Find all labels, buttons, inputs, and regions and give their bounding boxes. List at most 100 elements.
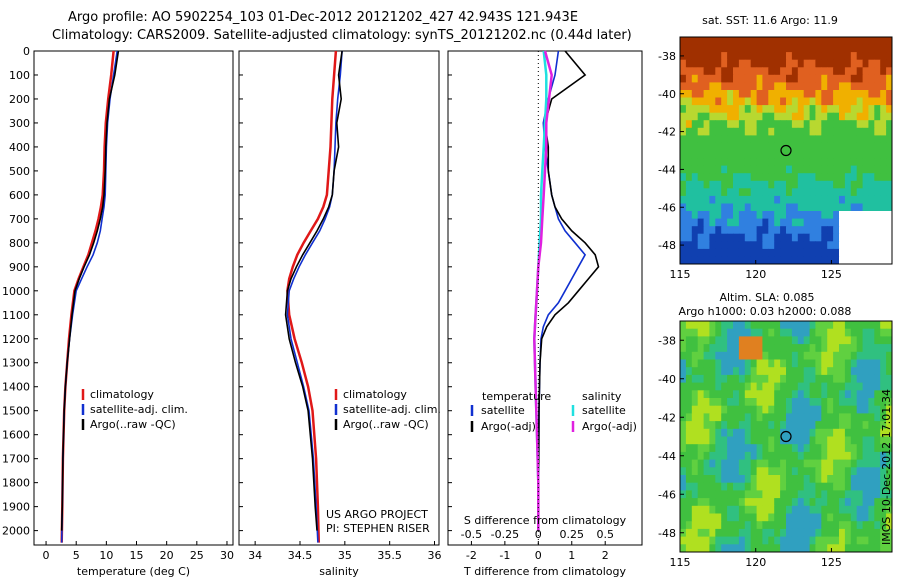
heatmap-cell xyxy=(738,382,746,391)
heatmap-cell xyxy=(709,451,716,461)
heatmap-cell xyxy=(809,328,816,337)
heatmap-cell xyxy=(844,505,852,514)
heatmap-cell xyxy=(815,513,822,522)
heatmap-cell xyxy=(762,421,769,430)
heatmap-cell xyxy=(821,97,828,106)
heatmap-cell xyxy=(738,521,746,530)
heatmap-cell xyxy=(850,226,858,235)
heatmap-cell xyxy=(809,528,816,538)
heatmap-cell xyxy=(833,328,840,337)
heatmap-cell xyxy=(768,112,775,121)
heatmap-cell xyxy=(756,218,763,227)
heatmap-cell xyxy=(738,459,746,468)
heatmap-cell xyxy=(685,188,693,197)
heatmap-cell xyxy=(727,173,734,182)
heatmap-cell xyxy=(844,74,852,83)
heatmap-cell xyxy=(833,82,840,91)
heatmap-cell xyxy=(774,467,781,476)
heatmap-cell xyxy=(874,398,881,407)
heatmap-cell xyxy=(850,436,858,445)
heatmap-cell xyxy=(733,37,740,46)
heatmap-cell xyxy=(774,405,781,414)
heatmap-cell xyxy=(703,467,710,476)
heatmap-cell xyxy=(886,188,893,197)
heatmap-cell xyxy=(791,390,799,399)
heatmap-cell xyxy=(756,203,763,212)
heatmap-cell xyxy=(791,428,799,437)
heatmap-cell xyxy=(709,127,716,136)
heatmap-cell xyxy=(727,211,734,220)
heatmap-cell xyxy=(774,226,781,235)
heatmap-cell xyxy=(721,135,728,144)
heatmap-cell xyxy=(721,165,728,174)
heatmap-cell xyxy=(744,521,752,530)
heatmap-cell xyxy=(886,142,893,151)
heatmap-cell xyxy=(886,90,893,99)
heatmap-cell xyxy=(744,336,752,345)
heatmap-cell xyxy=(797,351,805,360)
heatmap-cell xyxy=(721,67,728,76)
heatmap-cell xyxy=(874,165,881,174)
heatmap-cell xyxy=(727,127,734,136)
heatmap-cell xyxy=(833,203,840,212)
heatmap-cell xyxy=(744,52,752,61)
heatmap-cell xyxy=(886,74,893,83)
x-top-axis-label: S difference from climatology xyxy=(464,514,627,527)
heatmap-cell xyxy=(744,44,752,53)
heatmap-cell xyxy=(833,37,840,46)
heatmap-cell xyxy=(768,59,775,68)
heatmap-cell xyxy=(862,444,869,453)
heatmap-cell xyxy=(750,233,758,242)
heatmap-cell xyxy=(850,112,858,121)
heatmap-cell xyxy=(862,351,869,360)
heatmap-cell xyxy=(791,436,799,445)
heatmap-cell xyxy=(738,490,746,499)
heatmap-cell xyxy=(733,344,740,353)
heatmap-cell xyxy=(850,382,858,391)
heatmap-cell xyxy=(721,374,728,384)
heatmap-cell xyxy=(786,127,793,136)
heatmap-cell xyxy=(827,233,834,242)
heatmap-cell xyxy=(833,398,840,407)
heatmap-cell xyxy=(844,97,852,106)
heatmap-cell xyxy=(750,127,758,136)
heatmap-cell xyxy=(844,498,852,507)
heatmap-cells xyxy=(680,321,893,553)
heatmap-cell xyxy=(827,513,834,522)
heatmap-cell xyxy=(874,218,881,227)
heatmap-cell xyxy=(733,374,740,384)
heatmap-cell xyxy=(780,248,787,257)
heatmap-cell xyxy=(809,218,816,227)
heatmap-cell xyxy=(874,97,881,106)
y-tick-label: 1700 xyxy=(2,453,30,466)
heatmap-cell xyxy=(680,428,687,437)
heatmap-cell xyxy=(750,421,758,430)
heatmap-cell xyxy=(691,528,699,538)
heatmap-cell xyxy=(868,59,875,68)
heatmap-cell xyxy=(862,44,869,53)
heatmap-cell xyxy=(721,421,728,430)
heatmap-cell xyxy=(721,482,728,491)
heatmap-cell xyxy=(733,248,740,257)
heatmap-cell xyxy=(750,82,758,91)
heatmap-cell xyxy=(780,158,787,167)
heatmap-cell xyxy=(709,328,716,337)
heatmap-cell xyxy=(738,241,746,250)
heatmap-cell xyxy=(680,248,687,257)
heatmap-cell xyxy=(733,203,740,212)
y-tick-label: -46 xyxy=(658,201,676,214)
heatmap-cell xyxy=(774,59,781,68)
heatmap-cell xyxy=(685,241,693,250)
heatmap-cell xyxy=(815,436,822,445)
heatmap-cell xyxy=(703,428,710,437)
heatmap-cell xyxy=(791,211,799,220)
heatmap-cell xyxy=(833,241,840,250)
heatmap-cell xyxy=(815,97,822,106)
heatmap-cell xyxy=(721,90,728,99)
heatmap-cell xyxy=(803,328,811,337)
heatmap-cell xyxy=(886,367,893,376)
heatmap-cell xyxy=(862,374,869,384)
heatmap-cell xyxy=(738,226,746,235)
heatmap-cell xyxy=(850,328,858,337)
heatmap-cell xyxy=(715,513,722,522)
